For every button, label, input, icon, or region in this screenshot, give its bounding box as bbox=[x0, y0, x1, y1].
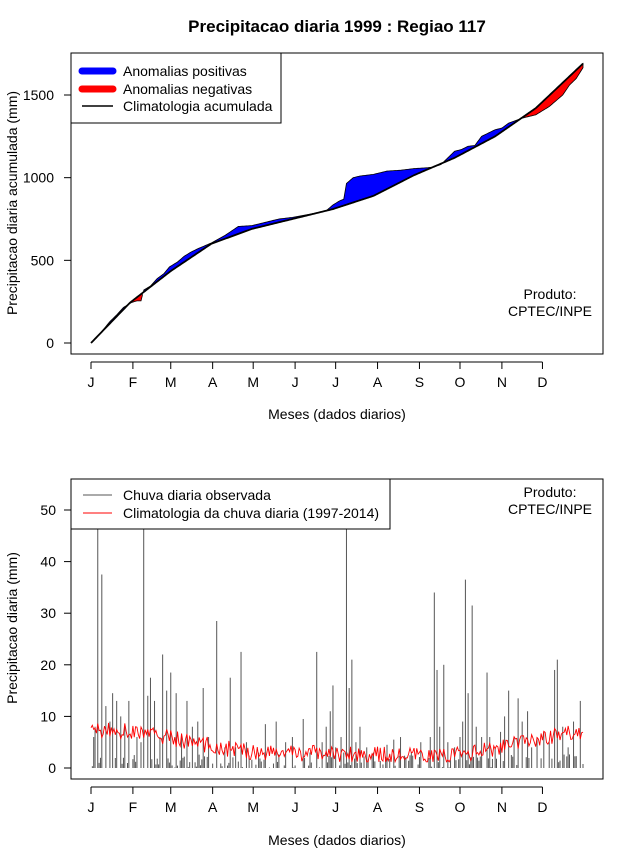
bottom-climatology-line bbox=[90, 722, 584, 764]
bottom-x-tick-label: J bbox=[292, 799, 299, 815]
bottom-y-tick-label: 10 bbox=[40, 708, 56, 724]
top-x-tick-label: D bbox=[537, 374, 547, 390]
bottom-note-line2: CPTEC/INPE bbox=[508, 501, 592, 517]
top-note-line1: Produto: bbox=[524, 286, 577, 302]
positive-anomaly-area bbox=[143, 166, 434, 293]
bottom-y-axis: 0 10 20 30 40 50 bbox=[40, 502, 72, 776]
top-ylabel: Precipitacao diaria acumulada (mm) bbox=[4, 91, 20, 315]
bottom-x-tick-label: A bbox=[373, 799, 383, 815]
bottom-x-tick-label: F bbox=[129, 799, 138, 815]
top-x-tick-label: O bbox=[455, 374, 466, 390]
top-chart: 0 500 1000 1500 J F M A M J J A S O N D Precipitacao d… bbox=[4, 52, 604, 422]
top-note-line2: CPTEC/INPE bbox=[508, 303, 592, 319]
bottom-note-line1: Produto: bbox=[524, 484, 577, 500]
top-x-tick-label: M bbox=[165, 374, 177, 390]
top-x-tick-label: M bbox=[247, 374, 259, 390]
top-y-axis: 0 500 1000 1500 bbox=[23, 87, 72, 351]
top-y-tick-label: 0 bbox=[46, 335, 54, 351]
bottom-y-tick-label: 50 bbox=[40, 502, 56, 518]
bottom-x-tick-label: M bbox=[165, 799, 177, 815]
positive-anomaly-area bbox=[443, 118, 520, 164]
bottom-chart: 0 10 20 30 40 50 J F M A M J J A S O N D Precipitacao di… bbox=[4, 478, 604, 848]
bottom-legend-box bbox=[70, 478, 391, 530]
bottom-y-tick-label: 30 bbox=[40, 605, 56, 621]
bottom-legend: Chuva diaria observada Climatologia da c… bbox=[70, 478, 391, 530]
top-x-tick-label: J bbox=[88, 374, 95, 390]
legend-positive-label: Anomalias positivas bbox=[123, 63, 247, 79]
top-x-tick-label: A bbox=[208, 374, 218, 390]
bottom-x-tick-label: J bbox=[332, 799, 339, 815]
top-y-tick-label: 1000 bbox=[23, 170, 54, 186]
legend-negative-label: Anomalias negativas bbox=[123, 81, 252, 97]
top-x-tick-label: F bbox=[129, 374, 138, 390]
bottom-x-tick-label: D bbox=[537, 799, 547, 815]
legend-observed-label: Chuva diaria observada bbox=[123, 487, 271, 503]
bottom-x-tick-label: J bbox=[88, 799, 95, 815]
legend-climatology-label: Climatologia acumulada bbox=[123, 98, 273, 114]
legend-clim-daily-label: Climatologia da chuva diaria (1997-2014) bbox=[123, 505, 379, 521]
top-x-tick-label: A bbox=[373, 374, 383, 390]
bottom-x-tick-label: N bbox=[497, 799, 507, 815]
top-y-tick-label: 500 bbox=[31, 252, 55, 268]
top-legend: Anomalias positivas Anomalias negativas … bbox=[70, 52, 282, 124]
bottom-y-tick-label: 40 bbox=[40, 554, 56, 570]
bottom-bars bbox=[91, 481, 584, 768]
bottom-x-tick-label: M bbox=[247, 799, 259, 815]
bottom-ylabel: Precipitacao diaria (mm) bbox=[4, 552, 20, 704]
chart-title: Precipitacao diaria 1999 : Regiao 117 bbox=[188, 17, 486, 36]
bottom-y-tick-label: 0 bbox=[48, 760, 56, 776]
top-x-tick-label: J bbox=[292, 374, 299, 390]
top-climatology-line bbox=[90, 62, 584, 344]
top-x-tick-label: J bbox=[332, 374, 339, 390]
top-x-tick-label: S bbox=[415, 374, 424, 390]
bottom-xlabel: Meses (dados diarios) bbox=[268, 832, 406, 848]
bottom-x-tick-label: A bbox=[208, 799, 218, 815]
bottom-y-tick-label: 20 bbox=[40, 657, 56, 673]
top-xlabel: Meses (dados diarios) bbox=[268, 406, 406, 422]
top-x-tick-label: N bbox=[497, 374, 507, 390]
bottom-x-tick-label: O bbox=[455, 799, 466, 815]
top-y-tick-label: 1500 bbox=[23, 87, 54, 103]
bottom-x-tick-label: S bbox=[415, 799, 424, 815]
